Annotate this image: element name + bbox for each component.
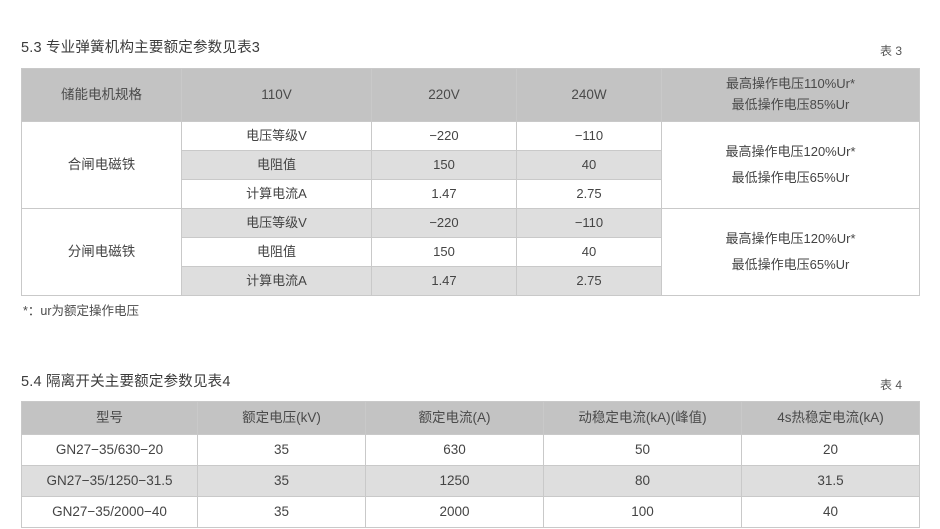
- group-label-closing-electromagnet: 合闸电磁铁: [21, 121, 182, 209]
- section-heading-5-4: 5.4 隔离开关主要额定参数见表4: [21, 374, 231, 390]
- note-max-voltage: 最高操作电压120%Ur*: [725, 144, 856, 159]
- cell-parameter-label: 电压等级V: [181, 208, 372, 238]
- header-cell-thermal-current: 4s热稳定电流(kA): [741, 401, 920, 435]
- section-heading-5-3: 5.3 专业弹簧机构主要额定参数见表3: [21, 40, 261, 56]
- table-row: 电阻值 150 40: [22, 150, 920, 180]
- table-row-header: 储能电机规格 110V 220V 240W 最高操作电压110%Ur* 最低操作…: [21, 68, 920, 122]
- table-caption-3: 表 3: [880, 44, 903, 58]
- cell-thermal-current: 40: [741, 496, 920, 528]
- cell-value-220: −220: [371, 121, 517, 151]
- cell-parameter-label: 计算电流A: [181, 179, 372, 209]
- cell-value-110: 2.75: [516, 179, 662, 209]
- cell-rated-current: 2000: [365, 496, 544, 528]
- group-label-opening-electromagnet: 分闸电磁铁: [21, 208, 182, 296]
- table-row: GN27−35/630−20 35 630 50 20: [21, 434, 920, 466]
- cell-rated-voltage: 35: [197, 496, 366, 528]
- cell-value-220: 150: [371, 237, 517, 267]
- header-cell-motor-spec: 储能电机规格: [21, 68, 182, 122]
- header-cell-model: 型号: [21, 401, 198, 435]
- cell-rated-voltage: 35: [197, 465, 366, 497]
- header-cell-dynamic-current: 动稳定电流(kA)(峰值): [543, 401, 742, 435]
- header-cell-240w: 240W: [516, 68, 662, 122]
- table-row: 计算电流A 1.47 2.75: [22, 266, 920, 296]
- cell-parameter-label: 电压等级V: [181, 121, 372, 151]
- header-operating-voltage-max: 最高操作电压110%Ur*: [725, 76, 856, 92]
- table-3-footnote: *：ur为额定操作电压: [23, 304, 139, 318]
- cell-value-110: 40: [516, 150, 662, 180]
- cell-model: GN27−35/2000−40: [21, 496, 198, 528]
- cell-parameter-label: 电阻值: [181, 237, 372, 267]
- header-cell-rated-voltage: 额定电压(kV): [197, 401, 366, 435]
- cell-dynamic-current: 50: [543, 434, 742, 466]
- table-row: GN27−35/2000−40 35 2000 100 40: [21, 496, 920, 528]
- header-operating-voltage-min: 最低操作电压85%Ur: [731, 97, 850, 112]
- header-cell-rated-current: 额定电流(A): [365, 401, 544, 435]
- cell-parameter-label: 电阻值: [181, 150, 372, 180]
- cell-value-220: −220: [371, 208, 517, 238]
- cell-model: GN27−35/630−20: [21, 434, 198, 466]
- table-row: 分闸电磁铁 电压等级V −220 −110 最高操作电压120%Ur* 最低操作…: [21, 208, 920, 296]
- cell-value-220: 150: [371, 150, 517, 180]
- header-cell-110v: 110V: [181, 68, 372, 122]
- cell-value-220: 1.47: [371, 179, 517, 209]
- note-min-voltage: 最低操作电压65%Ur: [731, 257, 850, 272]
- cell-model: GN27−35/1250−31.5: [21, 465, 198, 497]
- cell-value-220: 1.47: [371, 266, 517, 296]
- note-max-voltage: 最高操作电压120%Ur*: [725, 231, 856, 246]
- header-cell-220v: 220V: [371, 68, 517, 122]
- table-spring-mechanism-ratings: 储能电机规格 110V 220V 240W 最高操作电压110%Ur* 最低操作…: [21, 68, 920, 296]
- cell-dynamic-current: 100: [543, 496, 742, 528]
- header-cell-operating-voltage: 最高操作电压110%Ur* 最低操作电压85%Ur: [661, 68, 920, 122]
- table-row: 计算电流A 1.47 2.75: [22, 179, 920, 209]
- cell-parameter-label: 计算电流A: [181, 266, 372, 296]
- cell-value-110: −110: [516, 121, 662, 151]
- cell-thermal-current: 31.5: [741, 465, 920, 497]
- table-row: 合闸电磁铁 电压等级V −220 −110 最高操作电压120%Ur* 最低操作…: [21, 121, 920, 209]
- table-caption-4: 表 4: [880, 378, 903, 392]
- cell-operating-voltage-note: 最高操作电压120%Ur* 最低操作电压65%Ur: [661, 208, 920, 296]
- table-disconnector-ratings: 型号 额定电压(kV) 额定电流(A) 动稳定电流(kA)(峰值) 4s热稳定电…: [21, 401, 920, 528]
- table-row: 电阻值 150 40: [22, 237, 920, 267]
- cell-value-110: −110: [516, 208, 662, 238]
- cell-value-110: 40: [516, 237, 662, 267]
- table-row-header: 型号 额定电压(kV) 额定电流(A) 动稳定电流(kA)(峰值) 4s热稳定电…: [21, 401, 920, 435]
- cell-thermal-current: 20: [741, 434, 920, 466]
- cell-rated-current: 1250: [365, 465, 544, 497]
- cell-value-110: 2.75: [516, 266, 662, 296]
- table-row: GN27−35/1250−31.5 35 1250 80 31.5: [21, 465, 920, 497]
- cell-operating-voltage-note: 最高操作电压120%Ur* 最低操作电压65%Ur: [661, 121, 920, 209]
- cell-dynamic-current: 80: [543, 465, 742, 497]
- note-min-voltage: 最低操作电压65%Ur: [731, 170, 850, 185]
- cell-rated-voltage: 35: [197, 434, 366, 466]
- cell-rated-current: 630: [365, 434, 544, 466]
